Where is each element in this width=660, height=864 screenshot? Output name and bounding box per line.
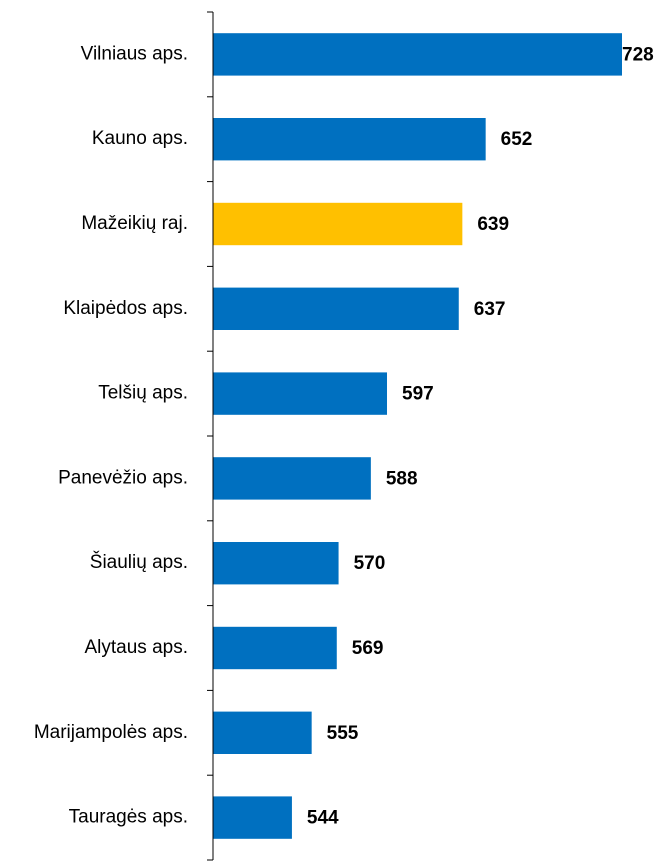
value-label: 555 xyxy=(327,723,359,744)
bar xyxy=(213,118,486,161)
value-label: 569 xyxy=(352,638,384,659)
category-label: Kauno aps. xyxy=(92,128,188,149)
bar xyxy=(213,287,459,330)
bar xyxy=(213,626,337,670)
value-label: 588 xyxy=(386,468,418,489)
bar xyxy=(213,711,312,754)
category-label: Vilniaus aps. xyxy=(81,43,188,64)
bar xyxy=(213,457,371,500)
bar xyxy=(213,33,622,76)
bar xyxy=(213,542,339,585)
category-label: Šiaulių aps. xyxy=(90,551,188,573)
bar xyxy=(213,796,292,839)
value-label: 544 xyxy=(307,808,339,829)
category-label: Panevėžio aps. xyxy=(58,467,188,488)
category-label: Marijampolės aps. xyxy=(34,722,188,743)
value-label: 652 xyxy=(501,129,533,150)
value-label: 637 xyxy=(474,299,506,320)
category-label: Telšių aps. xyxy=(98,383,188,404)
category-label: Klaipėdos aps. xyxy=(63,298,188,319)
value-label: 597 xyxy=(402,384,434,405)
bar xyxy=(213,202,463,246)
value-label: 570 xyxy=(354,553,386,574)
category-label: Tauragės aps. xyxy=(69,807,188,828)
category-label: Alytaus aps. xyxy=(85,637,189,658)
category-label: Mažeikių raj. xyxy=(81,213,188,234)
value-label: 639 xyxy=(477,214,509,235)
bar xyxy=(213,372,388,415)
value-label: 728 xyxy=(622,44,654,65)
